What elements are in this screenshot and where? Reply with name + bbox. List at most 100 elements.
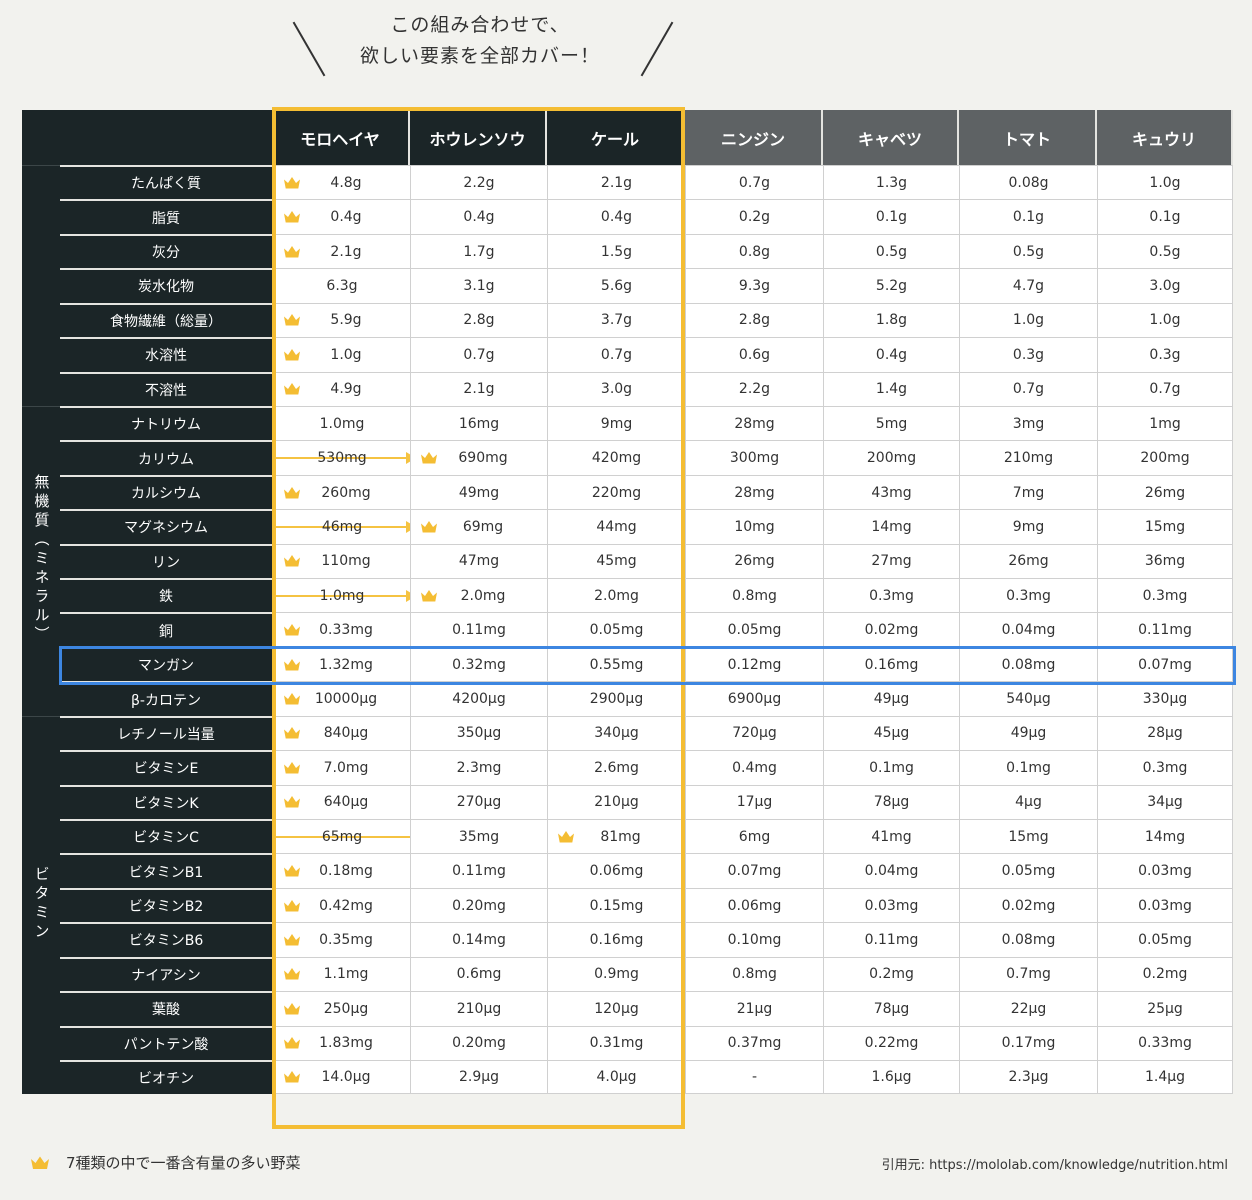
value-text: 3.0g	[1149, 277, 1181, 294]
value-text: 2.8g	[463, 312, 495, 329]
nutrient-label: ビタミンE	[60, 750, 272, 785]
value-text: 0.12mg	[727, 656, 782, 673]
value-text: 78μg	[873, 794, 910, 811]
value-cell: 0.6g	[685, 337, 823, 372]
value-cell: 69mg	[410, 509, 547, 544]
value-cell: 0.5g	[1097, 233, 1233, 269]
value-cell: 0.42mg	[272, 887, 410, 923]
value-cell: 0.14mg	[410, 922, 547, 957]
arrow-right-icon	[274, 835, 410, 838]
value-text: 0.42mg	[319, 897, 373, 914]
value-cell: 0.1g	[823, 199, 959, 234]
value-text: 0.4g	[463, 209, 495, 226]
value-text: 0.8mg	[732, 587, 777, 604]
value-text: 330μg	[1142, 691, 1188, 708]
crown-icon	[284, 865, 300, 877]
value-text: 0.31mg	[589, 1035, 644, 1052]
value-cell: 14.0μg	[272, 1059, 410, 1095]
value-text: 270μg	[456, 794, 502, 811]
value-text: 0.16mg	[589, 931, 644, 948]
value-cell: 0.4g	[410, 199, 547, 234]
value-cell: 0.5g	[959, 233, 1097, 269]
nutrition-table: モロヘイヤ ホウレンソウ ケール ニンジン キャベツ トマト キュウリ たんぱく質 4.8g 2…	[22, 110, 1233, 1095]
value-text: 530mg	[317, 450, 367, 467]
value-cell: 2.9μg	[410, 1059, 547, 1095]
category-cell: ビタミン	[22, 715, 60, 1095]
value-text: 1.32mg	[319, 656, 373, 673]
value-text: 5.2g	[875, 277, 908, 294]
value-cell: 0.03mg	[823, 887, 959, 923]
value-cell: 9mg	[959, 509, 1097, 544]
value-text: 0.06mg	[727, 897, 782, 914]
value-cell: 45mg	[547, 543, 685, 579]
value-text: 0.2mg	[1142, 966, 1188, 983]
value-text: 1.0mg	[319, 415, 365, 432]
value-cell: 5mg	[823, 405, 959, 441]
value-cell: 26mg	[959, 543, 1097, 579]
value-text: 10mg	[734, 518, 775, 535]
value-text: 78μg	[873, 1000, 910, 1017]
value-cell: 1.83mg	[272, 1025, 410, 1060]
value-text: 26mg	[734, 553, 775, 570]
value-text: 350μg	[456, 725, 502, 742]
value-text: 14mg	[871, 518, 912, 535]
value-text: 9mg	[1012, 518, 1045, 535]
value-text: 0.1g	[1012, 209, 1045, 226]
crown-icon	[421, 452, 437, 464]
header-corner	[22, 110, 272, 165]
nutrient-label: 不溶性	[60, 371, 272, 406]
value-cell: 0.02mg	[823, 612, 959, 647]
value-text: 1.5g	[600, 243, 633, 260]
value-text: 540μg	[1006, 691, 1051, 708]
value-cell: 1.1mg	[272, 956, 410, 992]
value-cell: 10000μg	[272, 681, 410, 716]
crown-icon	[284, 245, 300, 258]
value-text: 0.17mg	[1001, 1035, 1056, 1052]
value-cell: 2.8g	[685, 302, 823, 338]
value-cell: 0.05mg	[547, 612, 685, 647]
nutrient-label: リン	[60, 543, 272, 579]
value-cell: 0.8g	[685, 233, 823, 269]
nutrient-label: たんぱく質	[60, 165, 272, 200]
table-row: 食物繊維（総量） 5.9g 2.8g 3.7g 2.8g 1.8g 1.0g 1.0g	[22, 302, 1233, 338]
value-cell: 300mg	[685, 440, 823, 475]
value-cell: 0.37mg	[685, 1025, 823, 1060]
table-row: ビタミンK 640μg 270μg 210μg 17μg 78μg 4μg 34μg	[22, 784, 1233, 820]
value-cell: 2.6mg	[547, 750, 685, 785]
value-cell: 9.3g	[685, 268, 823, 303]
value-cell: 0.17mg	[959, 1025, 1097, 1060]
value-cell: 28mg	[685, 474, 823, 510]
value-cell: 26mg	[1097, 474, 1233, 510]
value-text: 0.14mg	[452, 931, 506, 948]
value-text: 2.9μg	[458, 1069, 500, 1086]
value-cell: 49μg	[823, 681, 959, 716]
value-cell: 2900μg	[547, 681, 685, 716]
table-row: パントテン酸 1.83mg 0.20mg 0.31mg 0.37mg 0.22mg 0.17…	[22, 1025, 1233, 1060]
value-cell: 0.8mg	[685, 578, 823, 613]
nutrient-label: ビタミンB2	[60, 887, 272, 923]
value-text: 250μg	[323, 1000, 369, 1017]
nutrient-label: カルシウム	[60, 474, 272, 510]
value-text: 81mg	[600, 828, 641, 845]
value-cell: 0.18mg	[272, 853, 410, 888]
table-row: ビタミンE 7.0mg 2.3mg 2.6mg 0.4mg 0.1mg 0.1mg 0.3mg	[22, 750, 1233, 785]
table-row: β-カロテン 10000μg 4200μg 2900μg 6900μg 49μg 540μg…	[22, 681, 1233, 716]
value-text: 2.3μg	[1008, 1069, 1049, 1086]
value-cell: 0.11mg	[410, 612, 547, 647]
value-cell: 81mg	[547, 819, 685, 854]
table-row: マグネシウム 46mg 69mg 44mg 10mg 14mg 9mg 15mg	[22, 509, 1233, 544]
value-text: 28μg	[1147, 725, 1183, 742]
value-cell: 210μg	[410, 991, 547, 1026]
value-text: 28mg	[734, 484, 775, 501]
arrow-right-icon	[274, 520, 410, 533]
crown-icon	[284, 555, 300, 567]
crown-icon	[284, 211, 300, 223]
value-text: 65mg	[321, 828, 363, 845]
value-text: 0.3g	[1149, 346, 1181, 363]
value-text: 220mg	[591, 484, 642, 501]
value-text: 0.03mg	[1138, 897, 1192, 914]
value-text: 420mg	[591, 450, 642, 467]
value-text: 15mg	[1144, 518, 1186, 535]
vegetable-header: ホウレンソウ	[410, 110, 547, 165]
value-cell: 210mg	[959, 440, 1097, 475]
